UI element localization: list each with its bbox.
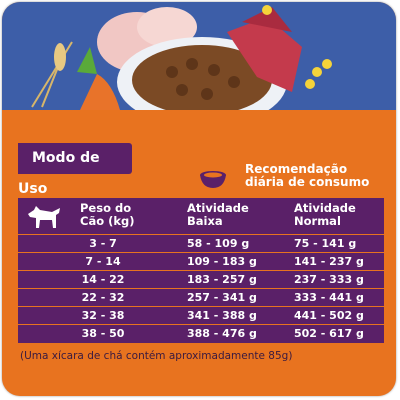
table-cell: 388 - 476 g xyxy=(187,327,257,340)
table-cell: 14 - 22 xyxy=(81,273,125,286)
table-row: 3 - 7 58 - 109 g 75 - 141 g xyxy=(18,234,384,252)
table-cell: 502 - 617 g xyxy=(294,327,364,340)
table-cell: 3 - 7 xyxy=(89,237,117,250)
header-low: Atividade Baixa xyxy=(187,201,249,228)
recommendation: Recomendação diária de consumo xyxy=(245,162,370,189)
table-row: 14 - 22 183 - 257 g 237 - 333 g xyxy=(18,270,384,288)
table-cell: 237 - 333 g xyxy=(294,273,364,286)
table-cell: 22 - 32 xyxy=(81,291,125,304)
table-cell: 7 - 14 xyxy=(85,255,121,268)
food-illustration xyxy=(2,2,396,110)
table-cell: 183 - 257 g xyxy=(187,273,257,286)
table-row: 38 - 50 388 - 476 g 502 - 617 g xyxy=(18,324,384,342)
feeding-table: Peso do Cão (kg) Atividade Baixa Ativida… xyxy=(18,198,384,343)
product-card: Modo de Uso Recomendação diária de consu… xyxy=(2,2,396,396)
table-cell: 32 - 38 xyxy=(81,309,125,322)
table-cell: 58 - 109 g xyxy=(187,237,250,250)
table-cell: 75 - 141 g xyxy=(294,237,357,250)
bowl-icon xyxy=(200,171,226,188)
table-cell: 109 - 183 g xyxy=(187,255,257,268)
section-tab: Modo de Uso xyxy=(18,143,132,197)
table-cell: 441 - 502 g xyxy=(294,309,364,322)
dog-icon xyxy=(28,206,60,228)
header-weight: Peso do Cão (kg) xyxy=(80,201,135,228)
table-cell: 38 - 50 xyxy=(81,327,125,340)
table-cell: 341 - 388 g xyxy=(187,309,257,322)
table-row: 22 - 32 257 - 341 g 333 - 441 g xyxy=(18,288,384,306)
table-row: 7 - 14 109 - 183 g 141 - 237 g xyxy=(18,252,384,270)
table-cell: 333 - 441 g xyxy=(294,291,364,304)
table-cell: 257 - 341 g xyxy=(187,291,257,304)
table-cell: 141 - 237 g xyxy=(294,255,364,268)
header-normal: Atividade Normal xyxy=(294,201,356,228)
table-row: 32 - 38 341 - 388 g 441 - 502 g xyxy=(18,306,384,324)
note: (Uma xícara de chá contém aproximadament… xyxy=(20,350,293,362)
